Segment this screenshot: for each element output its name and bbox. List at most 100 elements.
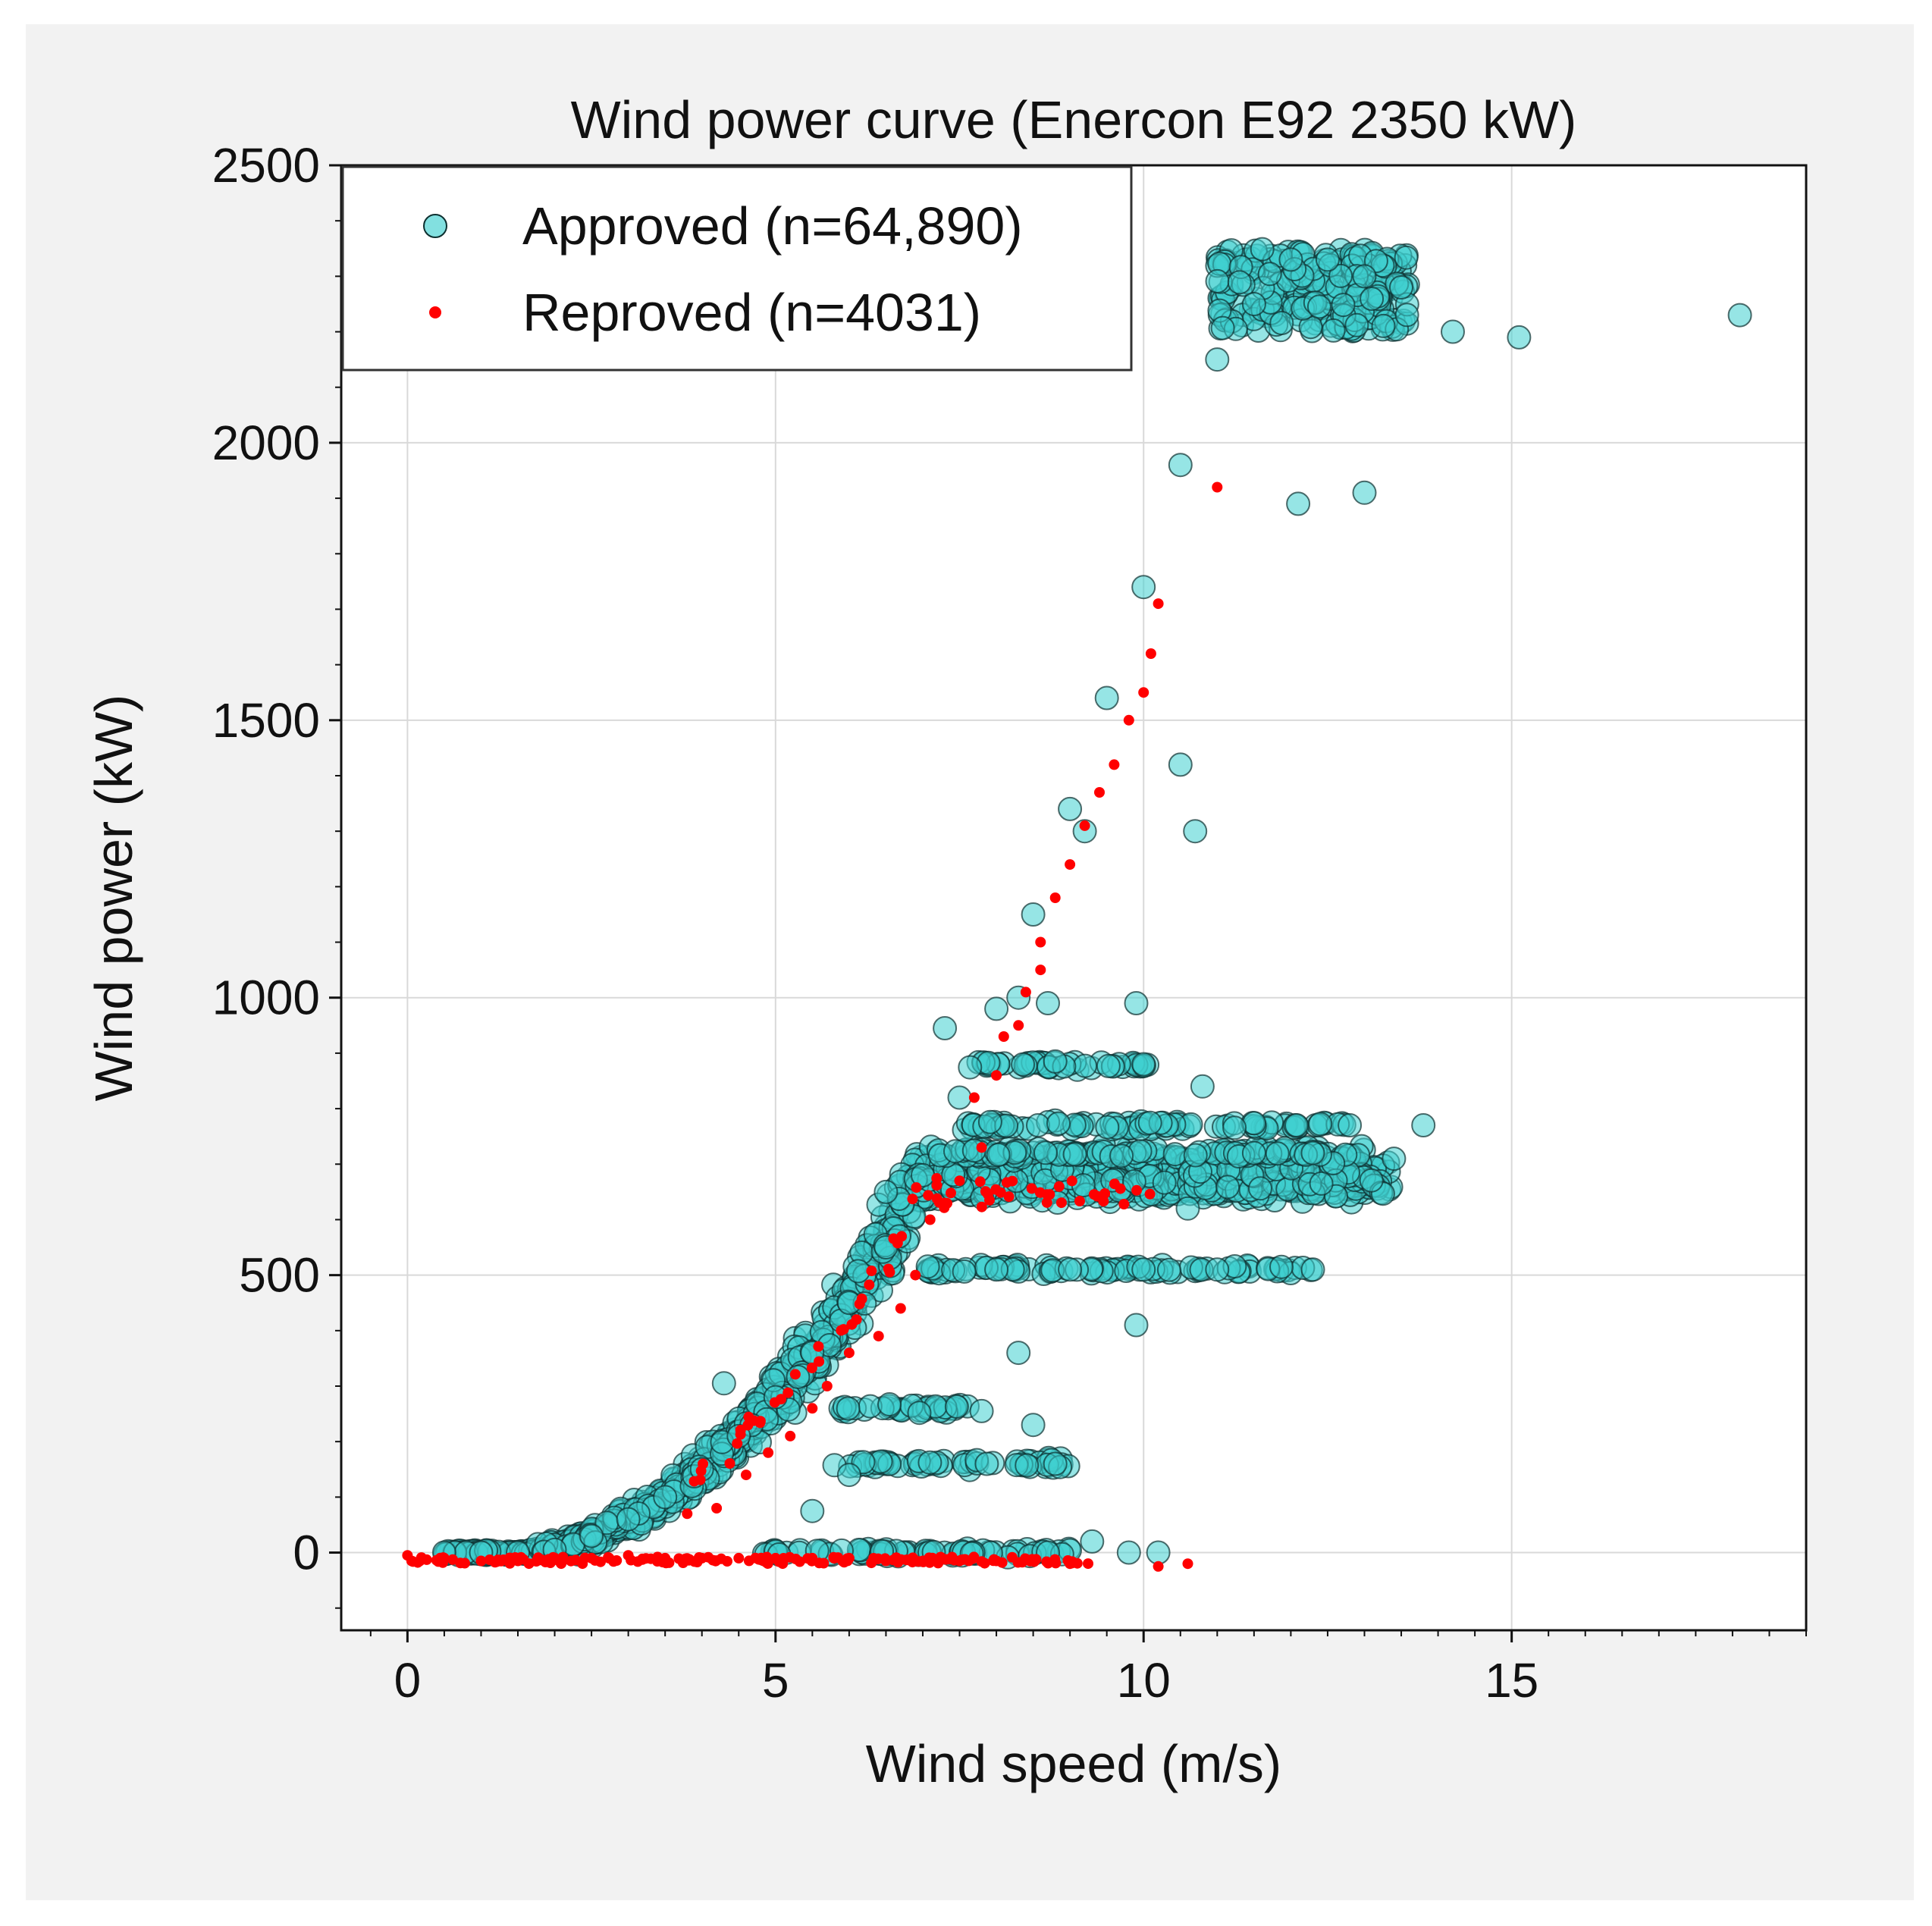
approved-point bbox=[653, 1485, 678, 1510]
approved-point bbox=[1058, 796, 1083, 821]
approved-point bbox=[1124, 1313, 1149, 1338]
approved-point bbox=[1250, 237, 1275, 262]
approved-point bbox=[1006, 1341, 1031, 1366]
approved-point bbox=[1046, 1111, 1071, 1136]
reproved-point bbox=[866, 1266, 877, 1276]
reproved-point bbox=[1053, 1181, 1065, 1192]
reproved-point bbox=[673, 1553, 685, 1564]
reproved-point bbox=[868, 1553, 880, 1564]
reproved-point bbox=[1001, 1177, 1012, 1188]
reproved-point bbox=[806, 1363, 817, 1373]
approved-point bbox=[836, 1463, 861, 1488]
reproved-point bbox=[843, 1552, 855, 1564]
approved-point bbox=[1359, 1168, 1384, 1193]
legend: Approved (n=64,890) Reproved (n=4031) bbox=[341, 165, 1133, 372]
approved-point bbox=[1315, 247, 1340, 272]
approved-point bbox=[1072, 819, 1097, 844]
reproved-point bbox=[733, 1552, 745, 1564]
plot-area bbox=[341, 165, 1806, 1630]
reproved-point bbox=[974, 1176, 986, 1187]
reproved-point bbox=[1041, 1189, 1052, 1200]
reproved-point bbox=[843, 1347, 855, 1359]
reproved-point bbox=[763, 1447, 774, 1458]
legend-box bbox=[341, 165, 1133, 372]
reproved-point bbox=[896, 1231, 908, 1242]
approved-point bbox=[1371, 313, 1396, 338]
approved-point bbox=[974, 1451, 999, 1476]
reproved-point bbox=[783, 1387, 794, 1398]
approved-point bbox=[944, 1394, 969, 1419]
reproved-series bbox=[402, 482, 1223, 1572]
reproved-point bbox=[513, 1555, 523, 1567]
reproved-point bbox=[794, 1556, 805, 1567]
reproved-point bbox=[1065, 859, 1076, 870]
approved-point bbox=[1300, 1257, 1325, 1282]
reproved-point bbox=[1035, 965, 1046, 976]
approved-point bbox=[1058, 1257, 1083, 1282]
reproved-point bbox=[711, 1503, 723, 1514]
reproved-point bbox=[1145, 648, 1156, 659]
approved-point bbox=[1190, 1074, 1215, 1099]
x-axis-label: Wind speed (m/s) bbox=[866, 1734, 1281, 1793]
reproved-point bbox=[570, 1554, 582, 1566]
reproved-point bbox=[931, 1193, 942, 1204]
reproved-point bbox=[754, 1416, 766, 1427]
reproved-point bbox=[438, 1552, 450, 1564]
reproved-point bbox=[1027, 1555, 1039, 1567]
legend-approved-marker bbox=[423, 214, 447, 238]
approved-point bbox=[984, 996, 1009, 1021]
reproved-point bbox=[741, 1470, 751, 1481]
y-tick-label: 500 bbox=[239, 1248, 320, 1303]
approved-point bbox=[1175, 1196, 1200, 1221]
approved-point bbox=[1278, 247, 1303, 272]
approved-point bbox=[917, 1450, 942, 1475]
approved-point bbox=[873, 1179, 899, 1204]
reproved-point bbox=[769, 1397, 780, 1408]
reproved-point bbox=[1098, 1196, 1109, 1207]
reproved-point bbox=[880, 1555, 892, 1567]
reproved-point bbox=[821, 1381, 833, 1391]
approved-point bbox=[1205, 1257, 1230, 1282]
approved-point bbox=[1507, 325, 1532, 350]
approved-point bbox=[1033, 1140, 1058, 1165]
reproved-point bbox=[1212, 482, 1223, 493]
approved-point bbox=[1109, 1143, 1134, 1168]
approved-point bbox=[1131, 1257, 1156, 1282]
reproved-point bbox=[884, 1266, 895, 1278]
reproved-point bbox=[695, 1474, 706, 1485]
approved-point bbox=[1269, 1254, 1294, 1279]
reproved-point bbox=[976, 1201, 987, 1212]
reproved-point bbox=[942, 1197, 952, 1209]
approved-point bbox=[1269, 311, 1294, 335]
reproved-point bbox=[891, 1552, 902, 1564]
reproved-point bbox=[980, 1186, 991, 1197]
approved-point bbox=[933, 1016, 958, 1040]
reproved-point bbox=[1079, 820, 1090, 831]
reproved-point bbox=[1065, 1558, 1076, 1570]
approved-point bbox=[1021, 902, 1046, 927]
reproved-point bbox=[1138, 687, 1149, 698]
reproved-point bbox=[895, 1303, 906, 1314]
reproved-point bbox=[1153, 1561, 1164, 1572]
reproved-point bbox=[968, 1092, 980, 1103]
reproved-point bbox=[813, 1341, 824, 1352]
reproved-point bbox=[623, 1550, 634, 1561]
approved-point bbox=[1242, 1111, 1267, 1136]
approved-point bbox=[947, 1085, 972, 1110]
approved-point bbox=[845, 1259, 870, 1284]
reproved-point bbox=[946, 1187, 956, 1199]
approved-point bbox=[1062, 1142, 1087, 1167]
reproved-point bbox=[873, 1331, 884, 1342]
approved-point bbox=[969, 1398, 994, 1423]
approved-point bbox=[1094, 685, 1119, 710]
approved-point bbox=[1168, 752, 1193, 777]
reproved-point bbox=[1131, 1184, 1143, 1196]
reproved-point bbox=[1144, 1188, 1156, 1200]
reproved-point bbox=[455, 1557, 466, 1569]
y-tick-label: 0 bbox=[293, 1526, 320, 1580]
approved-point bbox=[1394, 303, 1419, 328]
approved-point bbox=[1382, 1147, 1407, 1172]
approved-point bbox=[977, 1109, 1002, 1134]
reproved-point bbox=[1020, 987, 1031, 998]
reproved-point bbox=[1041, 1197, 1052, 1208]
